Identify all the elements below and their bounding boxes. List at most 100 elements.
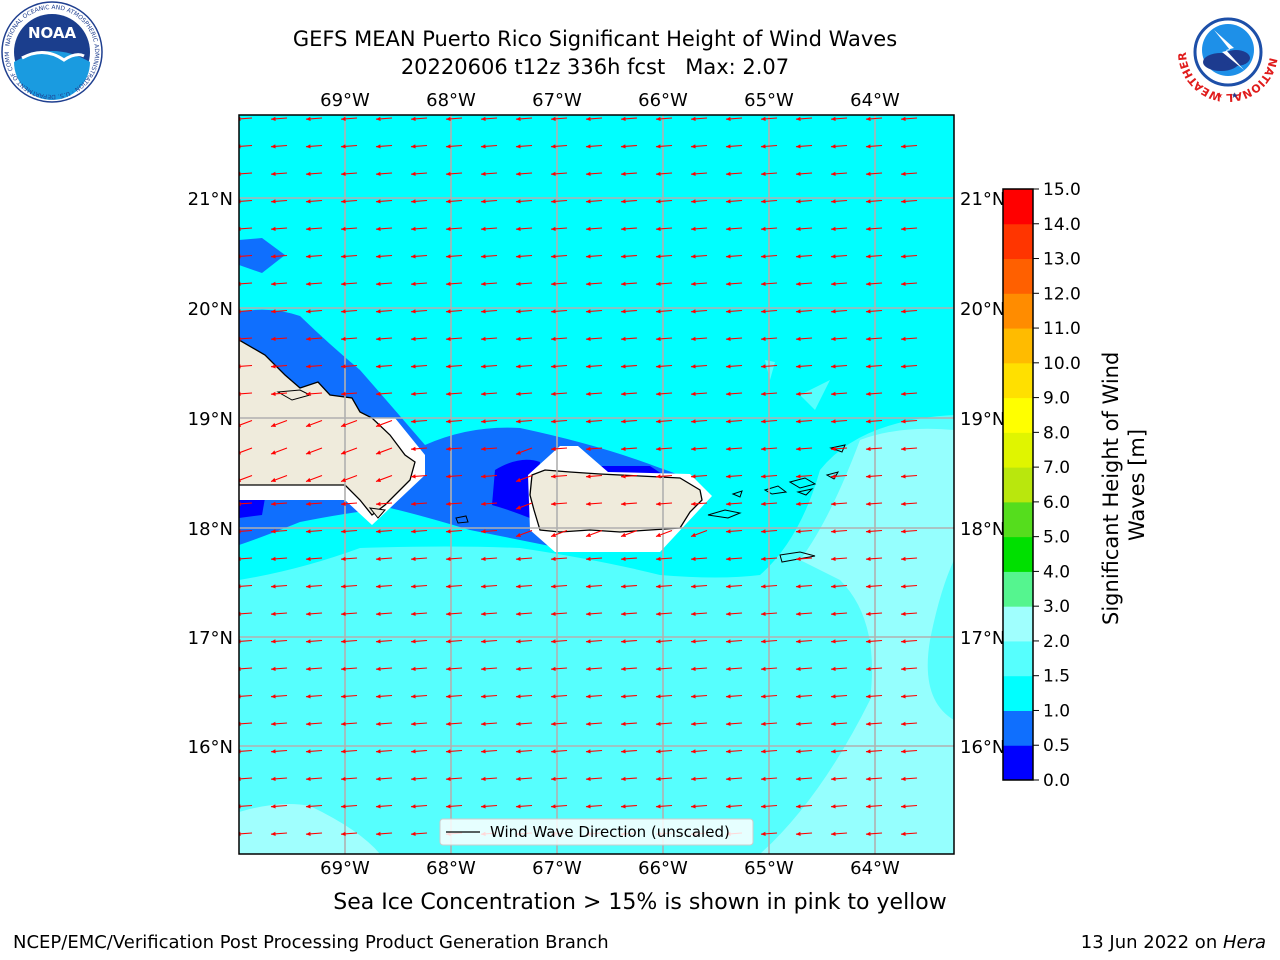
wave-arrow-head [446,391,451,397]
wave-arrow-head [516,364,521,369]
wave-arrow-head [901,199,906,204]
wave-arrow-head [831,199,836,204]
colorbar-segment [1003,362,1033,399]
wave-arrow-head [306,666,311,672]
wave-arrow-head [656,474,661,479]
wave-arrow-head [411,556,416,562]
wave-arrow-head [656,804,661,809]
wave-arrow-head [481,584,486,589]
wave-arrow-head [761,419,766,424]
wave-arrow-head [586,611,591,617]
wave-arrow-head [726,721,731,727]
wave-arrow-head [306,611,311,617]
wave-arrow-head [551,666,556,672]
wave-arrow-head [376,477,381,482]
wave-arrow-head [411,364,416,369]
wave-arrow-head [621,446,626,452]
colorbar-tick-label: 14.0 [1043,215,1081,235]
wave-arrow-head [516,776,521,782]
wave-direction-arrow [239,172,253,175]
wave-arrow-head [516,281,521,287]
wave-arrow-head [516,556,521,562]
wave-arrow-head [726,611,731,617]
wave-arrow-head [901,446,906,452]
wave-arrow-head [726,474,731,479]
wave-direction-arrow [239,832,253,835]
wave-arrow-head [761,391,766,397]
wave-arrow-head [516,226,521,232]
wave-arrow-head [831,694,836,699]
lon-label-bottom: 64°W [850,858,900,879]
wave-arrow-head [446,336,451,342]
wave-arrow-head [621,116,626,122]
lon-label-bottom: 66°W [638,858,688,879]
wave-arrow-head [411,336,416,342]
wave-arrow-head [376,336,381,342]
wave-arrow-head [901,584,906,589]
colorbar-label: Significant Height of Wind Waves [m] [1099,345,1149,625]
colorbar-segment [1003,640,1033,677]
wave-arrow-head [586,694,591,699]
wave-arrow-head [341,639,346,644]
colorbar-tick-label: 13.0 [1043,250,1081,270]
wave-arrow-head [411,309,416,314]
wave-arrow-head [411,446,416,452]
wave-arrow-head [866,391,871,397]
svg-text:★: ★ [1231,91,1238,100]
wave-arrow-head [866,749,871,754]
wave-arrow-head [866,116,871,122]
wave-arrow-head [516,144,521,149]
wave-arrow-head [726,501,731,507]
colorbar-segment [1003,606,1033,642]
wave-arrow-head [831,391,836,397]
wave-arrow-head [831,611,836,617]
lon-label-top: 64°W [850,90,900,111]
wave-arrow-head [341,336,346,342]
wave-arrow-head [271,116,276,122]
wave-direction-arrow [239,447,253,454]
wave-arrow-head [831,226,836,232]
wave-arrow-head [271,501,276,507]
wave-arrow-head [621,199,626,204]
wave-arrow-head [516,749,521,754]
wave-arrow-head [901,419,906,424]
wave-arrow-head [551,144,556,149]
wave-arrow-head [656,309,661,314]
lat-label-right: 17°N [960,628,1005,649]
wave-arrow-head [831,501,836,507]
wave-arrow-head [761,226,766,232]
wave-arrow-head [901,501,906,507]
wave-direction-arrow [239,777,253,780]
wave-arrow-head [691,532,696,537]
wave-arrow-head [586,419,591,424]
lat-label-left: 21°N [188,189,233,210]
colorbar-tick-label: 10.0 [1043,354,1081,374]
wave-arrow-head [271,226,276,232]
wave-arrow-head [901,226,906,232]
wave-arrow-head [271,529,276,534]
wave-arrow-head [901,804,906,809]
wave-arrow-head [376,171,381,177]
wave-arrow-head [726,336,731,342]
wave-arrow-head [761,666,766,672]
wave-arrow-head [831,446,836,452]
wave-arrow-head [761,831,766,837]
wave-arrow-head [831,309,836,314]
wave-arrow-head [621,474,626,479]
wave-arrow-head [341,529,346,534]
wave-arrow-head [271,831,276,837]
wave-arrow-head [271,336,276,342]
wave-arrow-head [831,116,836,122]
wave-arrow-head [586,446,591,452]
wave-arrow-head [761,446,766,452]
map-legend: Wind Wave Direction (unscaled) [439,818,754,846]
wave-arrow-head [796,419,801,424]
wave-arrow-head [446,171,451,177]
wave-arrow-head [411,639,416,644]
wave-arrow-head [831,364,836,369]
wave-arrow-head [831,749,836,754]
colorbar-segment [1003,293,1033,329]
wave-arrow-head [341,391,346,397]
wave-arrow-head [481,749,486,754]
wave-arrow-head [551,474,556,479]
